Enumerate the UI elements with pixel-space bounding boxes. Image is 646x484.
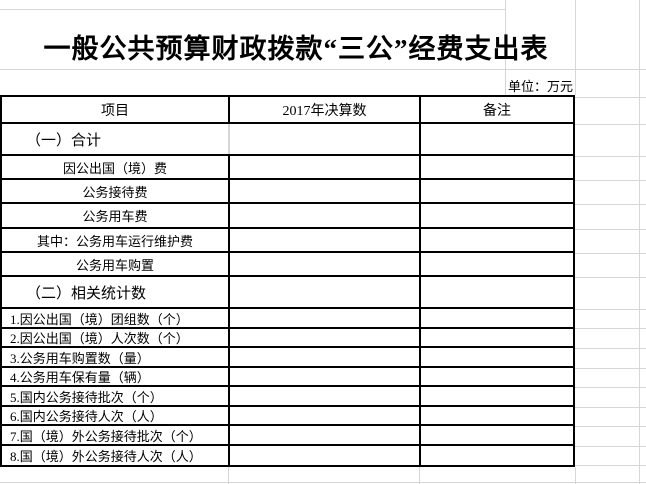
row-label-cell: 5.国内公务接待批次（个） xyxy=(2,387,230,405)
page-title: 一般公共预算财政拨款“三公”经费支出表 xyxy=(43,34,549,64)
gridline xyxy=(575,407,646,408)
row-label-cell: 6.国内公务接待人次（人） xyxy=(2,407,230,424)
row-value-cell[interactable] xyxy=(230,156,421,178)
row-value-cell[interactable] xyxy=(230,407,421,424)
gridline xyxy=(575,467,576,484)
row-note-cell[interactable] xyxy=(421,253,573,275)
table-row: 1.因公出国（境）团组数（个） xyxy=(2,309,573,329)
row-value-cell[interactable] xyxy=(230,446,421,465)
row-value-cell[interactable] xyxy=(230,368,421,385)
table-row: 4.公务用车保有量（辆） xyxy=(2,368,573,387)
table-row: 公务用车购置 xyxy=(2,253,573,277)
table-row: 公务接待费 xyxy=(2,180,573,204)
row-value-cell[interactable] xyxy=(230,124,421,154)
row-value-cell[interactable] xyxy=(230,229,421,251)
gridline xyxy=(505,0,506,96)
header-cell-value: 2017年决算数 xyxy=(230,97,421,122)
gridline xyxy=(575,387,646,388)
gridline xyxy=(575,156,646,157)
gridline xyxy=(575,229,646,230)
table-row: 因公出国（境）费 xyxy=(2,156,573,180)
row-value-cell[interactable] xyxy=(230,180,421,202)
row-note-cell[interactable] xyxy=(421,329,573,346)
row-note-cell[interactable] xyxy=(421,180,573,202)
row-value-cell[interactable] xyxy=(230,426,421,444)
row-value-cell[interactable] xyxy=(230,348,421,366)
table-row: （二）相关统计数 xyxy=(2,277,573,309)
row-note-cell[interactable] xyxy=(421,446,573,465)
gridline xyxy=(575,180,646,181)
row-note-cell[interactable] xyxy=(421,229,573,251)
row-value-cell[interactable] xyxy=(230,309,421,327)
row-label-cell: 因公出国（境）费 xyxy=(2,156,230,178)
gridline xyxy=(575,465,646,466)
gridline xyxy=(575,328,646,329)
row-label-cell: 2.因公出国（境）人次数（个） xyxy=(2,329,230,346)
gridline xyxy=(639,0,640,484)
row-note-cell[interactable] xyxy=(421,124,573,154)
table-row: 8.国（境）外公务接待人次（人） xyxy=(2,446,573,465)
expense-table: 项目 2017年决算数 备注 （一）合计 因公出国（境）费 公务接待费 公务用车… xyxy=(0,95,575,467)
row-value-cell[interactable] xyxy=(230,277,421,307)
row-note-cell[interactable] xyxy=(421,407,573,424)
row-note-cell[interactable] xyxy=(421,348,573,366)
gridline xyxy=(419,467,420,484)
gridline xyxy=(0,9,505,10)
gridline xyxy=(575,277,646,278)
gridline xyxy=(0,482,646,483)
gridline xyxy=(228,467,229,484)
row-note-cell[interactable] xyxy=(421,368,573,385)
unit-note: 单位：万元 xyxy=(507,79,573,94)
table-row: 6.国内公务接待人次（人） xyxy=(2,407,573,426)
row-note-cell[interactable] xyxy=(421,156,573,178)
table-row: （一）合计 xyxy=(2,124,573,156)
row-label-cell: 公务用车费 xyxy=(2,204,230,227)
row-label-cell: 3.公务用车购置数（量） xyxy=(2,348,230,366)
table-row: 2.因公出国（境）人次数（个） xyxy=(2,329,573,348)
row-label-cell: 8.国（境）外公务接待人次（人） xyxy=(2,446,230,465)
row-label-cell: 公务用车购置 xyxy=(2,253,230,275)
row-label-cell: （一）合计 xyxy=(2,124,230,154)
gridline xyxy=(575,124,646,125)
row-label-cell: 其中：公务用车运行维护费 xyxy=(2,229,230,251)
gridline xyxy=(575,348,646,349)
row-note-cell[interactable] xyxy=(421,309,573,327)
gridline xyxy=(575,309,646,310)
gridline xyxy=(575,368,646,369)
row-label-cell: 7.国（境）外公务接待批次（个） xyxy=(2,426,230,444)
row-value-cell[interactable] xyxy=(230,329,421,346)
row-note-cell[interactable] xyxy=(421,387,573,405)
gridline xyxy=(575,0,576,95)
gridline xyxy=(575,253,646,254)
row-label-cell: 公务接待费 xyxy=(2,180,230,202)
row-note-cell[interactable] xyxy=(421,426,573,444)
row-note-cell[interactable] xyxy=(421,204,573,227)
gridline xyxy=(575,97,646,98)
table-header-row: 项目 2017年决算数 备注 xyxy=(2,97,573,124)
row-value-cell[interactable] xyxy=(230,387,421,405)
table-row: 7.国（境）外公务接待批次（个） xyxy=(2,426,573,446)
row-label-cell: 4.公务用车保有量（辆） xyxy=(2,368,230,385)
table-row: 3.公务用车购置数（量） xyxy=(2,348,573,368)
row-note-cell[interactable] xyxy=(421,277,573,307)
header-cell-note: 备注 xyxy=(483,103,511,119)
row-label-cell: （二）相关统计数 xyxy=(2,277,230,307)
table-row: 其中：公务用车运行维护费 xyxy=(2,229,573,253)
row-value-cell[interactable] xyxy=(230,204,421,227)
gridline xyxy=(0,69,646,70)
header-cell-item: 项目 xyxy=(2,97,230,122)
table-row: 公务用车费 xyxy=(2,204,573,229)
gridline xyxy=(575,446,646,447)
gridline xyxy=(575,204,646,205)
row-label-cell: 1.因公出国（境）团组数（个） xyxy=(2,309,230,327)
gridline xyxy=(575,426,646,427)
row-value-cell[interactable] xyxy=(230,253,421,275)
table-row: 5.国内公务接待批次（个） xyxy=(2,387,573,407)
